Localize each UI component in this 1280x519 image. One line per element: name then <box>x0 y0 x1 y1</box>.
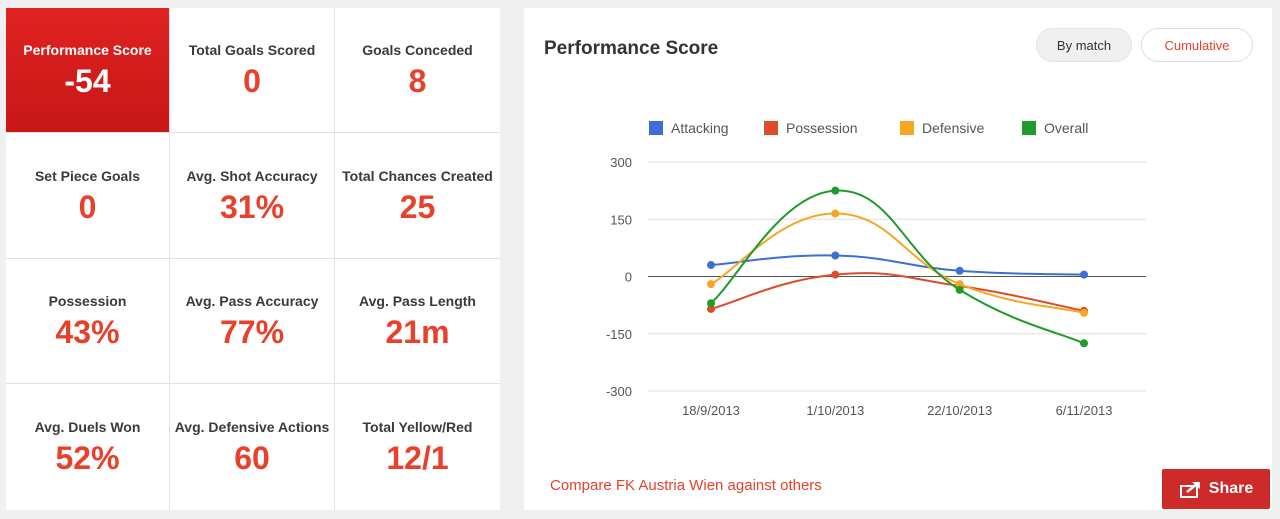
stat-label: Set Piece Goals <box>34 167 141 184</box>
data-point <box>1080 270 1088 279</box>
stat-value: 0 <box>243 63 261 99</box>
share-label: Share <box>1208 480 1254 497</box>
stat-label: Total Goals Scored <box>188 42 316 58</box>
data-point <box>707 261 715 270</box>
by-match-button[interactable]: By match <box>1036 28 1132 62</box>
stat-label: Avg. Duels Won <box>34 419 141 435</box>
stat-value: 25 <box>399 188 436 225</box>
data-point <box>955 285 964 294</box>
data-point <box>1080 339 1088 348</box>
stat-card: Set Piece Goals 0 <box>6 133 170 259</box>
data-point <box>831 186 840 195</box>
stat-card: Total Goals Scored 0 <box>170 8 335 133</box>
stat-value: 60 <box>234 440 270 476</box>
stat-label: Performance Score <box>23 42 152 58</box>
stat-card: Possession 43% <box>6 259 170 384</box>
stat-card: Avg. Pass Length 21m <box>335 259 500 384</box>
x-tick-label: 6/11/2013 <box>1056 403 1113 418</box>
stat-label: Possession <box>48 293 127 309</box>
legend-label: Overall <box>1044 120 1088 136</box>
stat-value: 31% <box>219 188 285 225</box>
x-tick-label: 1/10/2013 <box>806 403 864 418</box>
stat-card: Avg. Pass Accuracy 77% <box>170 259 335 384</box>
data-point <box>1080 308 1088 317</box>
performance-chart: 300 150 0 -150 -300 18/9/2013 1/10/2013 22/10/2… <box>606 120 1146 418</box>
stat-card: Avg. Duels Won 52% <box>6 384 170 510</box>
stat-label: Total Chances Created <box>342 167 493 184</box>
legend-swatch <box>764 121 778 135</box>
stat-value: 21m <box>385 314 450 350</box>
stat-value: -54 <box>64 63 111 99</box>
data-point <box>955 280 964 289</box>
panel-title: Performance Score <box>544 38 719 59</box>
y-tick-label: 300 <box>610 155 632 170</box>
stat-label: Avg. Pass Length <box>359 293 476 309</box>
chart-panel: Performance Score By match Cumulative 30… <box>524 8 1272 510</box>
y-tick-label: -300 <box>606 384 632 399</box>
legend-label: Defensive <box>922 120 984 136</box>
series-line <box>710 212 1085 314</box>
stat-value: 77% <box>219 314 285 350</box>
stat-label: Avg. Shot Accuracy <box>186 167 318 184</box>
x-tick-label: 18/9/2013 <box>682 403 740 418</box>
series-line <box>710 189 1085 345</box>
compare-link[interactable]: Compare FK Austria Wien against others <box>550 477 822 494</box>
data-point <box>707 304 715 313</box>
legend-swatch <box>649 121 663 135</box>
x-tick-label: 22/10/2013 <box>927 403 992 418</box>
data-point <box>707 280 715 289</box>
legend-swatch <box>900 121 914 135</box>
stat-value: 8 <box>408 63 427 99</box>
y-tick-label: 150 <box>610 212 632 227</box>
stat-card: Avg. Shot Accuracy 31% <box>170 133 335 259</box>
stats-grid: Performance Score -54 Total Goals Scored 0 G… <box>6 8 500 510</box>
stat-label: Goals Conceded <box>362 42 473 58</box>
stat-card: Total Yellow/Red 12/1 <box>335 384 500 510</box>
stat-label: Avg. Pass Accuracy <box>185 293 319 309</box>
legend-swatch <box>1022 121 1036 135</box>
stat-card: Total Chances Created 25 <box>335 133 500 259</box>
stat-card: Performance Score -54 <box>6 8 170 133</box>
legend-label: Attacking <box>671 120 729 136</box>
y-tick-label: -150 <box>606 327 632 342</box>
y-tick-label: 0 <box>625 270 632 285</box>
share-icon <box>1179 482 1200 498</box>
stat-label: Total Yellow/Red <box>362 419 473 435</box>
stat-card: Goals Conceded 8 <box>335 8 500 133</box>
data-point <box>831 270 840 279</box>
series-line <box>710 254 1085 276</box>
stat-value: 43% <box>55 314 120 350</box>
data-point <box>831 209 840 218</box>
legend-label: Possession <box>786 120 858 136</box>
share-button[interactable]: Share <box>1162 469 1270 509</box>
stat-label: Avg. Defensive Actions <box>174 419 330 435</box>
cumulative-button[interactable]: Cumulative <box>1141 28 1253 62</box>
data-point <box>707 299 715 308</box>
stat-value: 0 <box>78 188 97 225</box>
data-point <box>831 251 840 260</box>
data-point <box>955 266 964 275</box>
stat-value: 52% <box>55 440 120 476</box>
stat-card: Avg. Defensive Actions 60 <box>170 384 335 510</box>
stat-value: 12/1 <box>386 440 449 476</box>
series-line <box>710 272 1085 312</box>
